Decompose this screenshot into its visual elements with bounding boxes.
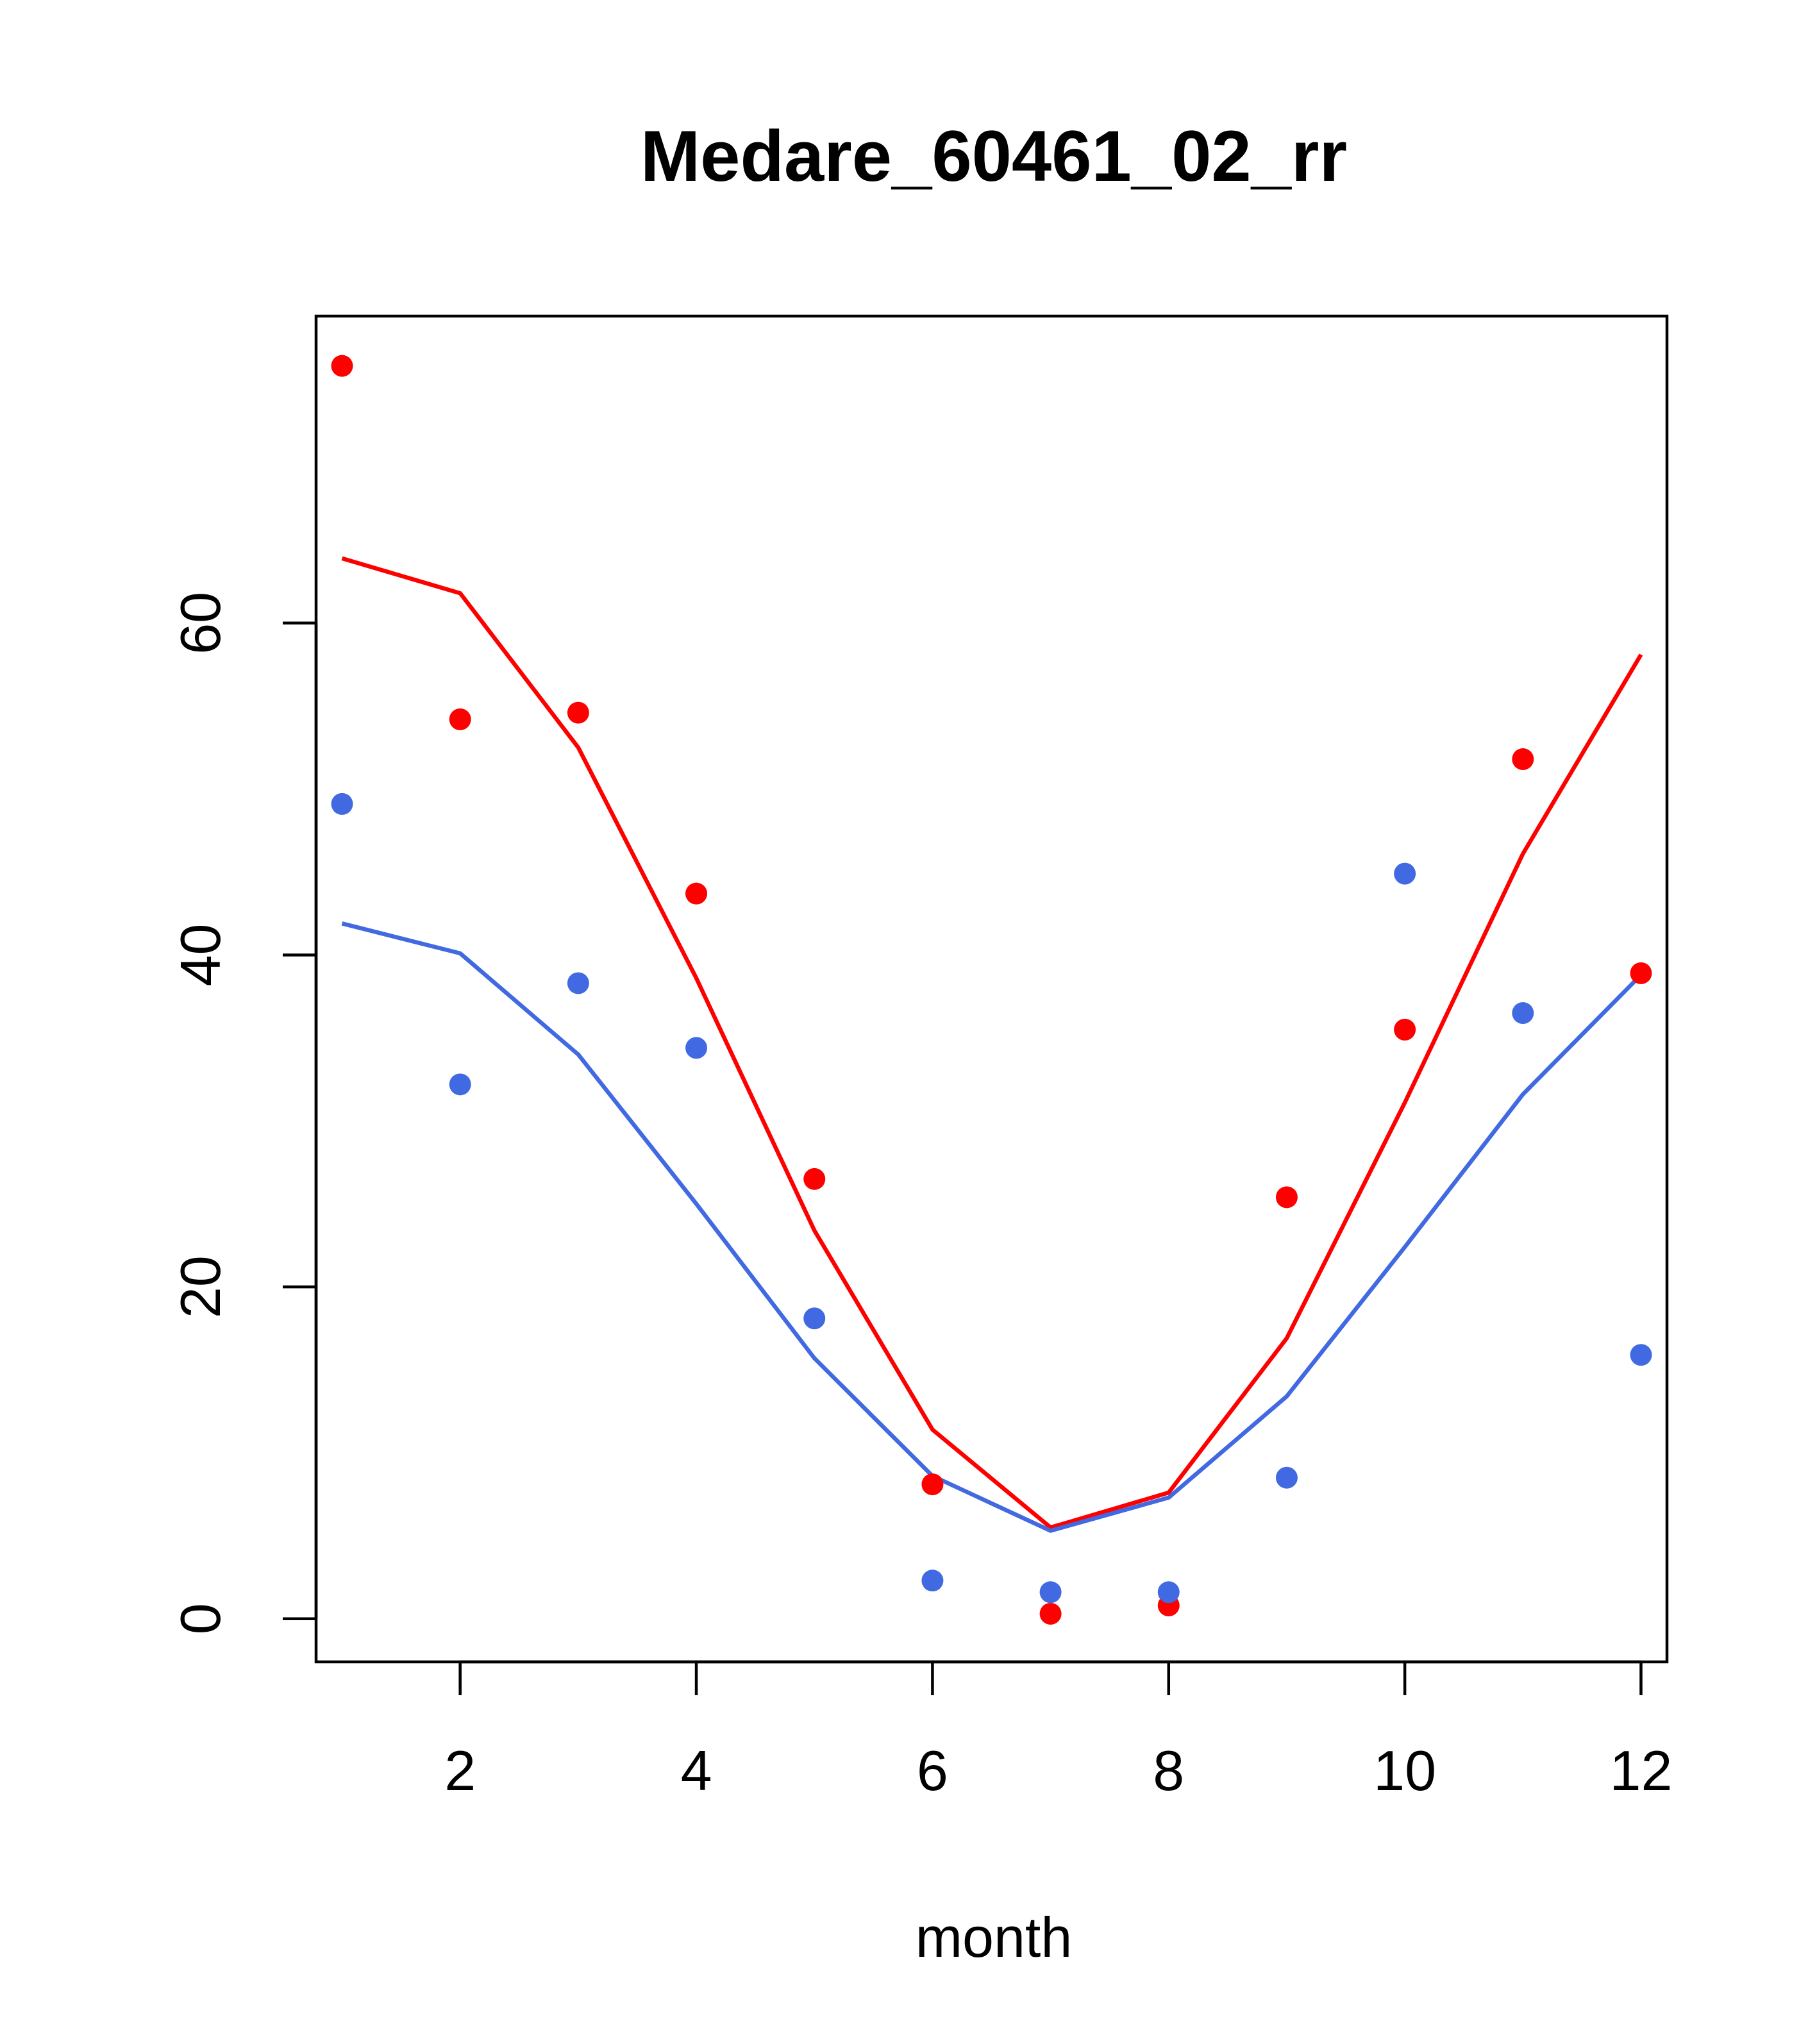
data-point — [1275, 1466, 1298, 1489]
x-tick-label: 4 — [681, 1739, 712, 1802]
data-point — [1394, 1018, 1416, 1041]
data-point — [567, 972, 589, 994]
x-tick-label: 12 — [1610, 1739, 1673, 1802]
data-point — [331, 792, 353, 815]
y-tick-label: 0 — [169, 1603, 232, 1634]
data-point — [567, 701, 589, 724]
y-tick-label: 20 — [169, 1255, 232, 1318]
data-point — [803, 1168, 826, 1190]
data-point — [1039, 1581, 1062, 1604]
data-point — [1394, 862, 1416, 885]
x-tick-label: 10 — [1373, 1739, 1436, 1802]
data-point — [1630, 962, 1652, 984]
y-tick-label: 40 — [169, 923, 232, 986]
data-point — [1630, 1344, 1652, 1366]
data-point — [921, 1473, 944, 1496]
y-axis: 0 20 40 60 — [169, 592, 318, 1634]
x-tick-label: 8 — [1153, 1739, 1184, 1802]
data-point — [685, 882, 708, 905]
x-tick-label: 6 — [917, 1739, 948, 1802]
series-layer — [331, 355, 1652, 1625]
data-point — [1275, 1186, 1298, 1209]
x-tick-label: 2 — [444, 1739, 476, 1802]
data-point — [449, 708, 471, 730]
data-point — [685, 1037, 708, 1059]
series-line — [341, 556, 1643, 1530]
x-axis: 2 4 6 8 10 12 — [444, 1660, 1673, 1802]
chart-title: Medare_60461_02_rr — [641, 116, 1347, 196]
plot-frame — [314, 314, 1669, 1664]
y-tick-label: 60 — [169, 592, 232, 655]
data-point — [449, 1073, 471, 1096]
data-point — [1039, 1602, 1062, 1625]
series-line — [341, 921, 1643, 1533]
data-point — [1157, 1581, 1180, 1604]
data-point — [1512, 748, 1534, 771]
data-point — [331, 355, 353, 377]
data-point — [803, 1307, 826, 1330]
x-axis-title: month — [916, 1906, 1073, 1969]
data-point — [921, 1570, 944, 1592]
data-point — [1512, 1002, 1534, 1025]
